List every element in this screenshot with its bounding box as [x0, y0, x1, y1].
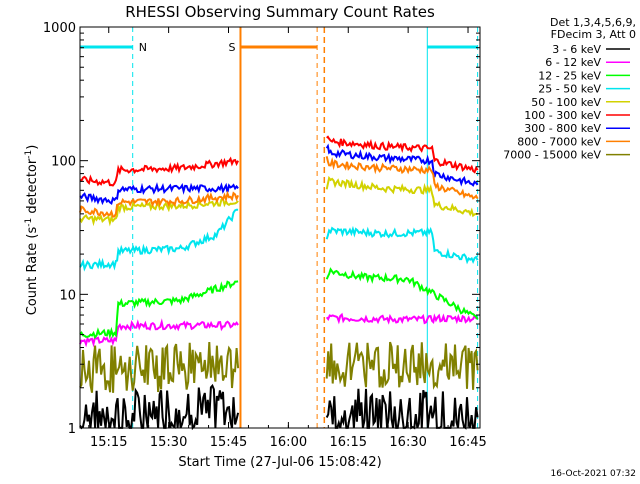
- legend-header-1: FDecim 3, Att 0: [551, 28, 636, 41]
- series-line-5-1: [326, 135, 479, 174]
- footer-timestamp: 16-Oct-2021 07:32: [551, 469, 636, 479]
- series-line-1-1: [325, 312, 478, 325]
- series-line-0-1: [325, 388, 479, 430]
- y-tick-label-0: 1: [68, 422, 76, 437]
- legend: Det 1,3,4,5,6,9,FDecim 3, Att 0 3 - 6 keV…: [503, 16, 636, 162]
- x-tick-label-6: 16:45: [449, 435, 486, 450]
- legend-label-6: 300 - 800 keV: [524, 122, 601, 135]
- series-line-4-1: [325, 175, 478, 218]
- series-line-8-1: [325, 341, 479, 390]
- legend-label-1: 6 - 12 keV: [545, 56, 601, 69]
- series-line-6-0: [79, 182, 239, 206]
- series-line-2-1: [325, 267, 479, 320]
- y-axis-label: Count Rate (s-1 detector-1): [24, 145, 40, 316]
- chart-title: RHESSI Observing Summary Count Rates: [125, 3, 435, 21]
- x-tick-label-1: 15:30: [150, 435, 187, 450]
- series-line-5-0: [79, 156, 239, 187]
- x-tick-label-4: 16:15: [330, 435, 367, 450]
- y-tick-label-1: 10: [59, 288, 76, 303]
- x-tick-label-2: 15:45: [210, 435, 247, 450]
- legend-header-0: Det 1,3,4,5,6,9,: [550, 16, 636, 29]
- y-tick-label-3: 1000: [43, 21, 76, 36]
- series-line-1-0: [79, 318, 239, 348]
- series-line-6-1: [325, 143, 479, 187]
- series-line-0-0: [79, 383, 240, 431]
- legend-label-8: 7000 - 15000 keV: [503, 149, 601, 162]
- series-line-2-0: [79, 280, 239, 340]
- flag-label-0: N: [139, 41, 147, 54]
- legend-label-2: 12 - 25 keV: [538, 69, 601, 82]
- x-axis-label: Start Time (27-Jul-06 15:08:42): [178, 455, 381, 470]
- legend-label-7: 800 - 7000 keV: [517, 135, 601, 148]
- x-tick-label-5: 16:30: [389, 435, 426, 450]
- series-line-3-0: [79, 208, 239, 272]
- series-line-3-1: [325, 225, 479, 265]
- legend-label-4: 50 - 100 keV: [531, 96, 601, 109]
- x-tick-label-0: 15:15: [90, 435, 127, 450]
- flag-label-1: S: [228, 41, 235, 54]
- legend-label-5: 100 - 300 keV: [524, 109, 601, 122]
- plot-frame: [79, 26, 481, 429]
- series-line-8-0: [79, 341, 240, 393]
- series-line-4-0: [79, 197, 239, 227]
- legend-label-3: 25 - 50 keV: [538, 83, 601, 96]
- series-line-7-1: [325, 156, 479, 200]
- y-tick-label-2: 100: [51, 155, 76, 170]
- series-line-7-0: [79, 190, 240, 218]
- legend-label-0: 3 - 6 keV: [552, 43, 601, 56]
- x-tick-label-3: 16:00: [270, 435, 307, 450]
